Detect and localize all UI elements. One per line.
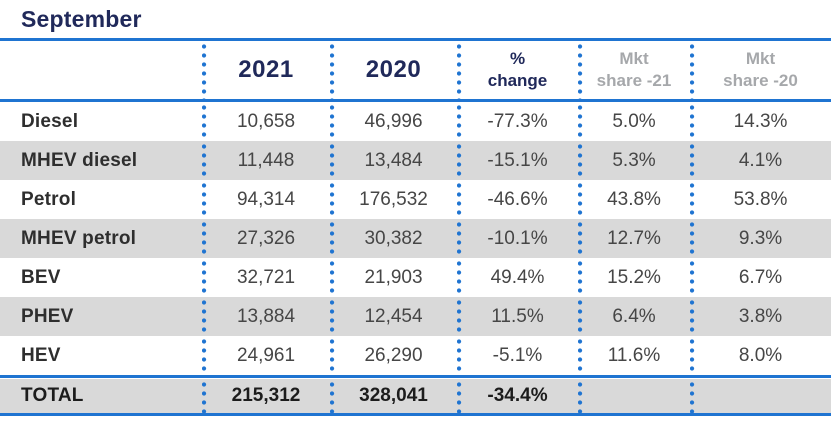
cell-mkt-share-21: 5.0% — [578, 102, 690, 141]
cell-2021: 94,314 — [202, 180, 330, 219]
divider-total-top — [0, 375, 831, 378]
row-label: MHEV petrol — [21, 227, 137, 249]
header-pct-change: % change — [457, 41, 578, 99]
cell-pct-change: -10.1% — [457, 219, 578, 258]
header-line: % — [509, 48, 526, 68]
table-row-hev: HEV 24,961 26,290 -5.1% 11.6% 8.0% — [0, 336, 831, 375]
cell-mkt-share-21 — [578, 379, 690, 413]
table-row-mhev-petrol: MHEV petrol 27,326 30,382 -10.1% 12.7% 9… — [0, 219, 831, 258]
divider-top — [0, 38, 831, 41]
cell-2021: 11,448 — [202, 141, 330, 180]
cell-mkt-share-20: 8.0% — [690, 336, 831, 375]
cell-2021: 215,312 — [202, 379, 330, 413]
header-mkt-share-20: Mkt share -20 — [690, 41, 831, 99]
cell-mkt-share-21: 5.3% — [578, 141, 690, 180]
row-label: HEV — [21, 344, 61, 366]
cell-pct-change: -15.1% — [457, 141, 578, 180]
cell-mkt-share-21: 6.4% — [578, 297, 690, 336]
header-line: Mkt — [619, 48, 649, 68]
header-line: Mkt — [745, 48, 776, 68]
cell-pct-change: 11.5% — [457, 297, 578, 336]
row-label: MHEV diesel — [21, 149, 138, 171]
divider-header — [0, 99, 831, 102]
table-row-total: TOTAL 215,312 328,041 -34.4% — [0, 378, 831, 413]
table-row-phev: PHEV 13,884 12,454 11.5% 6.4% 3.8% — [0, 297, 831, 336]
table-row-diesel: Diesel 10,658 46,996 -77.3% 5.0% 14.3% — [0, 102, 831, 141]
row-label: BEV — [21, 266, 61, 288]
row-label: TOTAL — [21, 385, 84, 406]
cell-mkt-share-20 — [690, 379, 831, 413]
divider-bottom — [0, 413, 831, 416]
cell-2021: 27,326 — [202, 219, 330, 258]
cell-2020: 26,290 — [330, 336, 457, 375]
page-title: September — [21, 6, 142, 32]
cell-mkt-share-21: 12.7% — [578, 219, 690, 258]
cell-mkt-share-21: 15.2% — [578, 258, 690, 297]
cell-2021: 24,961 — [202, 336, 330, 375]
cell-mkt-share-20: 53.8% — [690, 180, 831, 219]
cell-2020: 328,041 — [330, 379, 457, 413]
cell-2020: 13,484 — [330, 141, 457, 180]
cell-2020: 176,532 — [330, 180, 457, 219]
cell-pct-change: -5.1% — [457, 336, 578, 375]
row-label: PHEV — [21, 305, 74, 327]
cell-mkt-share-20: 6.7% — [690, 258, 831, 297]
cell-pct-change: -34.4% — [457, 379, 578, 413]
header-line: share -21 — [596, 71, 672, 90]
cell-mkt-share-20: 14.3% — [690, 102, 831, 141]
table-header-row: 2021 2020 % change Mkt share -21 Mkt sha… — [0, 41, 831, 99]
header-line: share -20 — [723, 71, 798, 90]
cell-2021: 13,884 — [202, 297, 330, 336]
cell-2020: 46,996 — [330, 102, 457, 141]
header-mkt-share-21: Mkt share -21 — [578, 41, 690, 99]
table-row-mhev-diesel: MHEV diesel 11,448 13,484 -15.1% 5.3% 4.… — [0, 141, 831, 180]
cell-mkt-share-20: 3.8% — [690, 297, 831, 336]
cell-mkt-share-21: 43.8% — [578, 180, 690, 219]
cell-mkt-share-20: 4.1% — [690, 141, 831, 180]
cell-pct-change: -46.6% — [457, 180, 578, 219]
cell-2021: 32,721 — [202, 258, 330, 297]
row-label: Petrol — [21, 188, 77, 210]
header-2020: 2020 — [330, 41, 457, 99]
cell-2020: 30,382 — [330, 219, 457, 258]
cell-2020: 12,454 — [330, 297, 457, 336]
cell-pct-change: -77.3% — [457, 102, 578, 141]
cell-pct-change: 49.4% — [457, 258, 578, 297]
row-label: Diesel — [21, 110, 79, 132]
table-row-petrol: Petrol 94,314 176,532 -46.6% 43.8% 53.8% — [0, 180, 831, 219]
header-2021: 2021 — [202, 41, 330, 99]
table-row-bev: BEV 32,721 21,903 49.4% 15.2% 6.7% — [0, 258, 831, 297]
cell-mkt-share-21: 11.6% — [578, 336, 690, 375]
cell-mkt-share-20: 9.3% — [690, 219, 831, 258]
header-line: change — [487, 71, 548, 90]
header-spacer — [0, 41, 202, 99]
cell-2021: 10,658 — [202, 102, 330, 141]
cell-2020: 21,903 — [330, 258, 457, 297]
